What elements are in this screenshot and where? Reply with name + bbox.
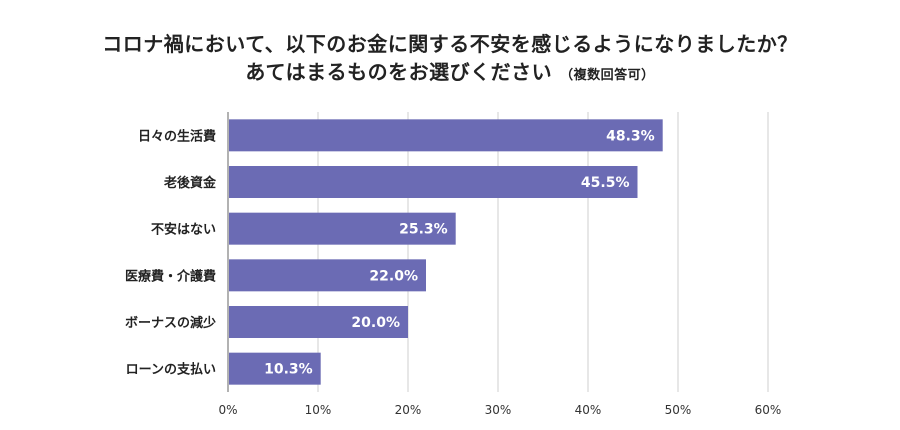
chart-title: コロナ禍において、以下のお金に関する不安を感じるようになりましたか？: [102, 32, 798, 56]
x-tick-label: 30%: [485, 403, 512, 417]
bar: [229, 259, 426, 292]
bar: [229, 212, 456, 245]
chart-subtitle: あてはまるものをお選びください: [245, 60, 553, 84]
grid-layer: [227, 112, 769, 392]
bar: [229, 119, 663, 152]
category-label: ローンの支払い: [126, 362, 216, 378]
value-label: 45.5%: [581, 175, 630, 191]
bar-layer: [229, 119, 663, 385]
x-tick-label: 50%: [665, 403, 692, 417]
value-label: 10.3%: [264, 362, 313, 378]
chart-subtitle-note: （複数回答可）: [560, 68, 655, 83]
chart-subtitle-line: あてはまるものをお選びください （複数回答可）: [0, 58, 900, 90]
chart-title-block: コロナ禍において、以下のお金に関する不安を感じるようになりましたか？ あてはまる…: [0, 30, 900, 90]
value-label: 48.3%: [606, 128, 655, 144]
value-label: 22.0%: [369, 268, 418, 284]
category-label: ボーナスの減少: [125, 315, 216, 331]
label-layer: 0% 10% 20% 30% 40% 50% 60% 日々の生活費 48.3% 老後資金 45.5%…: [125, 128, 781, 417]
category-label: 不安はない: [151, 222, 216, 238]
bar: [229, 306, 408, 338]
x-tick-label: 60%: [755, 403, 782, 417]
bar: [229, 352, 321, 385]
category-label: 日々の生活費: [138, 128, 216, 144]
value-label: 20.0%: [351, 315, 400, 331]
x-tick-label: 20%: [395, 403, 422, 417]
x-tick-label: 40%: [575, 403, 602, 417]
value-label: 25.3%: [399, 222, 448, 238]
category-label: 老後資金: [163, 175, 217, 191]
category-label: 医療費・介護費: [125, 268, 216, 284]
x-tick-label: 0%: [218, 403, 237, 417]
bar: [229, 166, 638, 198]
x-tick-label: 10%: [305, 403, 332, 417]
